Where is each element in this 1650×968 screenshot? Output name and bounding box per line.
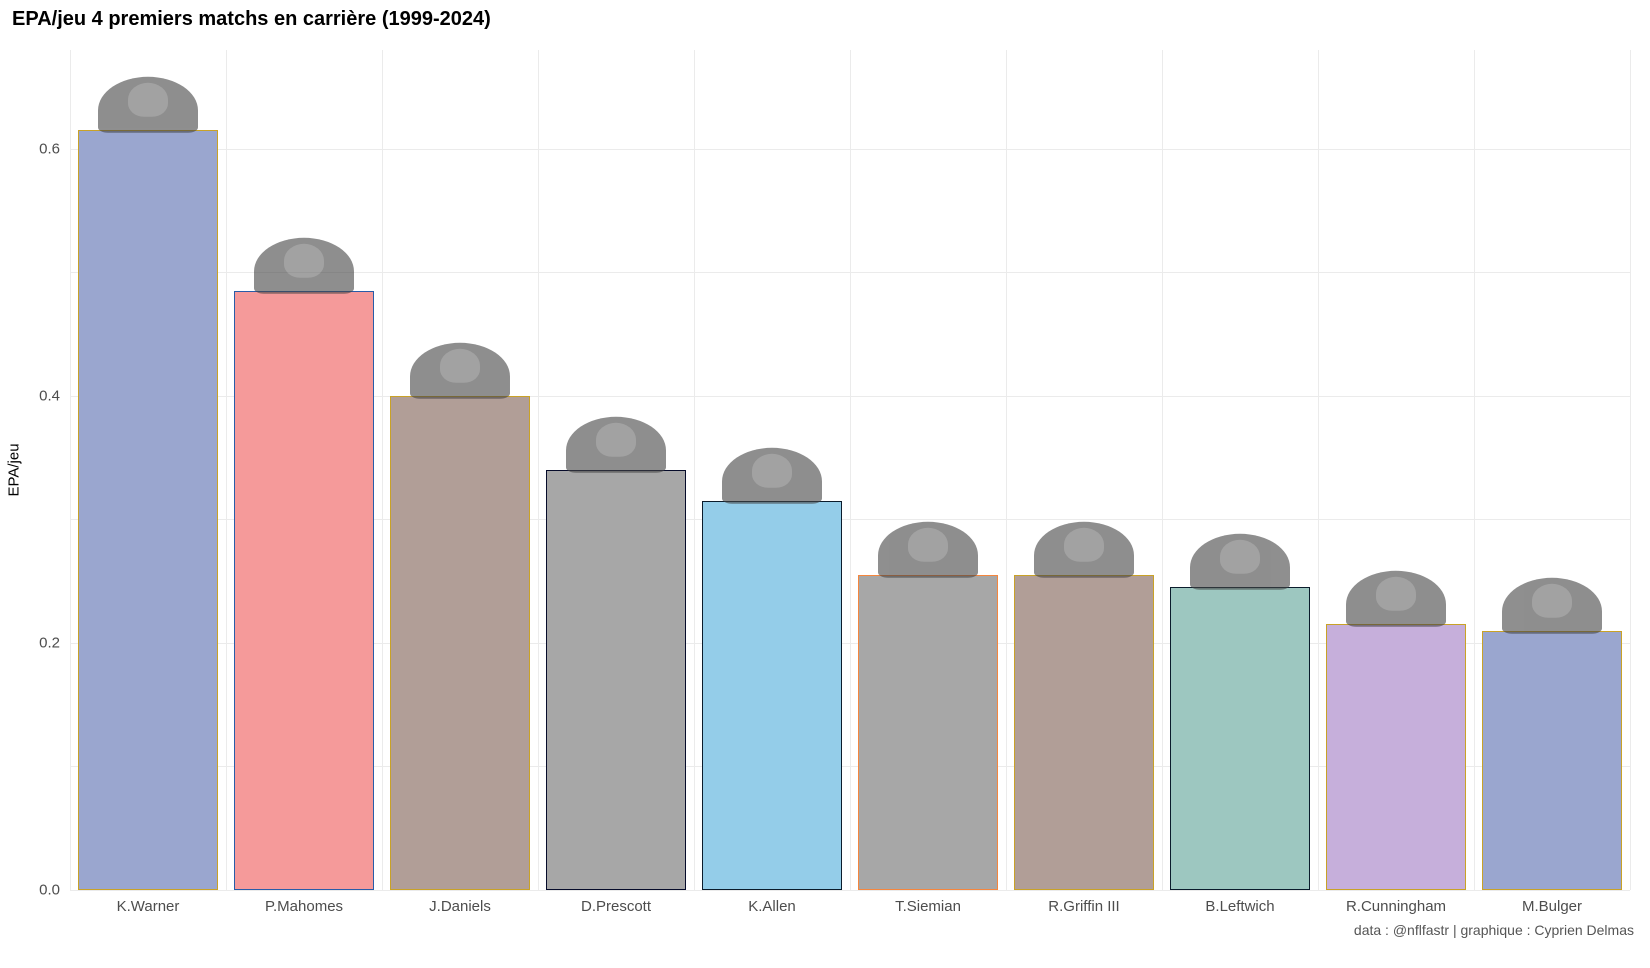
grid-v <box>1162 50 1163 890</box>
chart-title: EPA/jeu 4 premiers matchs en carrière (1… <box>12 8 491 31</box>
y-tick-label: 0.2 <box>10 634 60 651</box>
y-tick-label: 0.0 <box>10 882 60 899</box>
y-axis-title: EPA/jeu <box>6 443 23 496</box>
player-photo-icon <box>410 343 510 399</box>
player-photo-icon <box>254 238 354 294</box>
x-tick-label: P.Mahomes <box>265 898 343 915</box>
grid-v <box>1006 50 1007 890</box>
x-tick-label: D.Prescott <box>581 898 651 915</box>
bar <box>1482 631 1622 890</box>
x-tick-label: B.Leftwich <box>1205 898 1274 915</box>
plot-area <box>70 50 1630 890</box>
y-tick-label: 0.4 <box>10 387 60 404</box>
grid-v <box>1318 50 1319 890</box>
player-photo-icon <box>1034 522 1134 578</box>
bar <box>1014 575 1154 890</box>
chart-container: EPA/jeu 4 premiers matchs en carrière (1… <box>0 0 1650 968</box>
bar <box>858 575 998 890</box>
x-tick-label: J.Daniels <box>429 898 491 915</box>
grid-v <box>1630 50 1631 890</box>
x-tick-label: R.Griffin III <box>1048 898 1119 915</box>
x-tick-label: K.Allen <box>748 898 796 915</box>
grid-v <box>538 50 539 890</box>
bar <box>1170 587 1310 890</box>
chart-caption: data : @nflfastr | graphique : Cyprien D… <box>1354 922 1634 938</box>
x-tick-label: R.Cunningham <box>1346 898 1446 915</box>
player-photo-icon <box>566 417 666 473</box>
player-photo-icon <box>98 77 198 133</box>
player-photo-icon <box>1190 534 1290 590</box>
bar <box>546 470 686 890</box>
grid-v <box>850 50 851 890</box>
player-photo-icon <box>1502 577 1602 633</box>
bar <box>78 130 218 890</box>
grid-v <box>70 50 71 890</box>
grid-v <box>1474 50 1475 890</box>
x-tick-label: M.Bulger <box>1522 898 1582 915</box>
player-photo-icon <box>1346 571 1446 627</box>
y-tick-label: 0.6 <box>10 140 60 157</box>
x-tick-label: K.Warner <box>117 898 180 915</box>
x-tick-label: T.Siemian <box>895 898 961 915</box>
grid-v <box>226 50 227 890</box>
player-photo-icon <box>878 522 978 578</box>
bar <box>234 291 374 890</box>
grid-v <box>382 50 383 890</box>
bar <box>390 396 530 890</box>
player-photo-icon <box>722 448 822 504</box>
grid-h <box>70 890 1630 891</box>
bar <box>1326 624 1466 890</box>
bar <box>702 501 842 890</box>
grid-v <box>694 50 695 890</box>
